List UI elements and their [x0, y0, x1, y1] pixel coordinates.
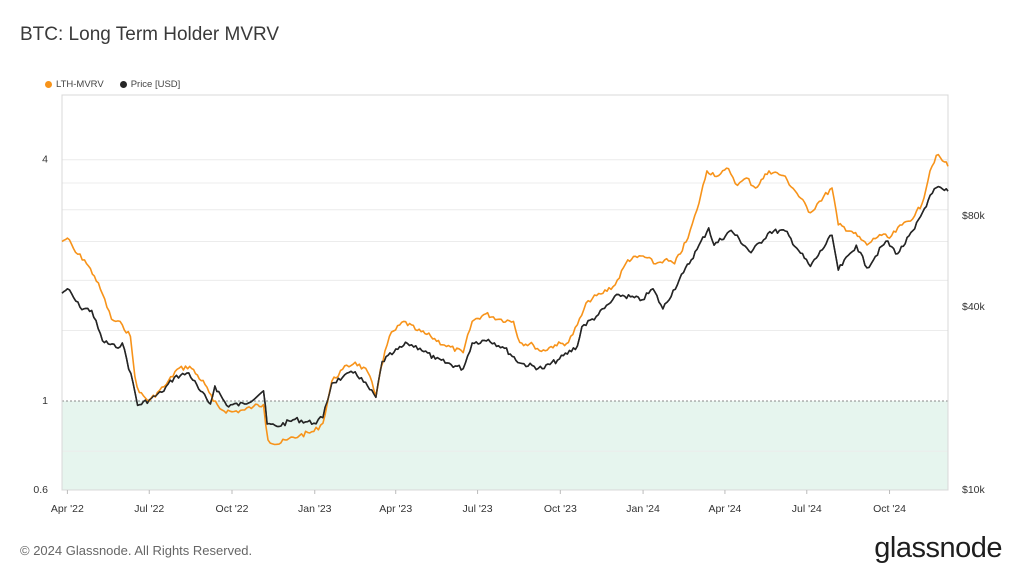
copyright-text: © 2024 Glassnode. All Rights Reserved. [20, 543, 253, 558]
y-right-tick-label: $10k [962, 484, 986, 496]
x-tick-label: Apr '24 [708, 503, 741, 515]
y-left-tick-label: 4 [42, 154, 48, 166]
chart-title: BTC: Long Term Holder MVRV [20, 24, 280, 45]
legend: LTH-MVRV Price [USD] [45, 79, 180, 90]
x-tick-label: Jul '23 [463, 503, 493, 515]
legend-item-lth-mvrv[interactable]: LTH-MVRV [45, 79, 104, 90]
x-tick-label: Jan '24 [626, 503, 660, 515]
x-tick-label: Oct '22 [216, 503, 249, 515]
x-tick-label: Apr '23 [379, 503, 412, 515]
legend-item-price[interactable]: Price [USD] [119, 79, 181, 90]
x-tick-label: Jul '22 [134, 503, 164, 515]
x-tick-label: Jul '24 [792, 503, 822, 515]
price-usd-line-overlay [61, 185, 949, 428]
x-tick-label: Apr '22 [51, 503, 84, 515]
y-left-tick-label: 0.6 [33, 484, 48, 496]
legend-label-lth-mvrv: LTH-MVRV [56, 79, 104, 90]
glassnode-logo: glassnode [874, 532, 1002, 564]
x-tick-label: Jan '23 [298, 503, 332, 515]
lth-mvrv-line [61, 153, 949, 446]
y-left-tick-label: 1 [42, 395, 48, 407]
x-tick-label: Oct '24 [873, 503, 906, 515]
below-one-zone [62, 401, 948, 490]
y-right-tick-label: $80k [962, 210, 986, 222]
legend-label-price: Price [USD] [130, 79, 181, 90]
legend-dot-price [119, 81, 127, 88]
y-right-tick-label: $40k [962, 301, 986, 313]
x-tick-label: Oct '23 [544, 503, 577, 515]
price-usd-line [61, 185, 949, 428]
legend-dot-lth-mvrv [45, 81, 52, 88]
